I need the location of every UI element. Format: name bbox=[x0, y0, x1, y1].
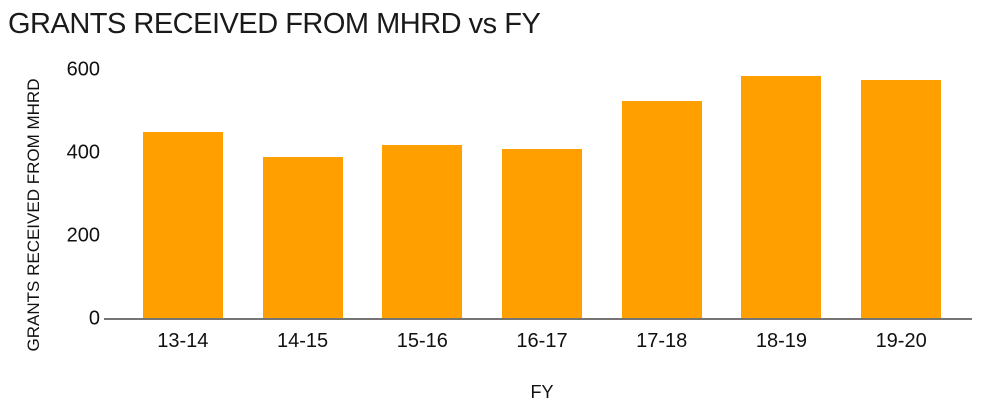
x-tick-label-19-20: 19-20 bbox=[875, 330, 927, 352]
bar-19-20[interactable] bbox=[861, 80, 942, 319]
x-tick-label-18-19: 18-19 bbox=[755, 330, 807, 352]
chart-title: GRANTS RECEIVED FROM MHRD vs FY bbox=[8, 8, 541, 40]
y-tick-label-400: 400 bbox=[66, 141, 100, 164]
x-tick-label-17-18: 17-18 bbox=[636, 330, 688, 352]
bar-14-15[interactable] bbox=[262, 157, 343, 319]
y-tick-label-600: 600 bbox=[66, 58, 100, 81]
x-tick-label-14-15: 14-15 bbox=[276, 330, 329, 352]
bar-15-16[interactable] bbox=[382, 144, 463, 319]
bar-16-17[interactable] bbox=[502, 148, 582, 319]
y-tick-label-0: 0 bbox=[88, 307, 100, 330]
bar-13-14[interactable] bbox=[142, 132, 223, 319]
bar-17-18[interactable] bbox=[621, 101, 702, 319]
x-tick-label-13-14: 13-14 bbox=[157, 330, 209, 352]
plot-area bbox=[123, 70, 961, 319]
x-tick-label-16-17: 16-17 bbox=[516, 330, 568, 352]
x-tick-label-15-16: 15-16 bbox=[396, 330, 448, 352]
x-axis-line bbox=[104, 318, 972, 320]
y-tick-label-200: 200 bbox=[66, 224, 100, 247]
x-axis-title: FY bbox=[530, 382, 554, 402]
bar-18-19[interactable] bbox=[741, 76, 822, 319]
